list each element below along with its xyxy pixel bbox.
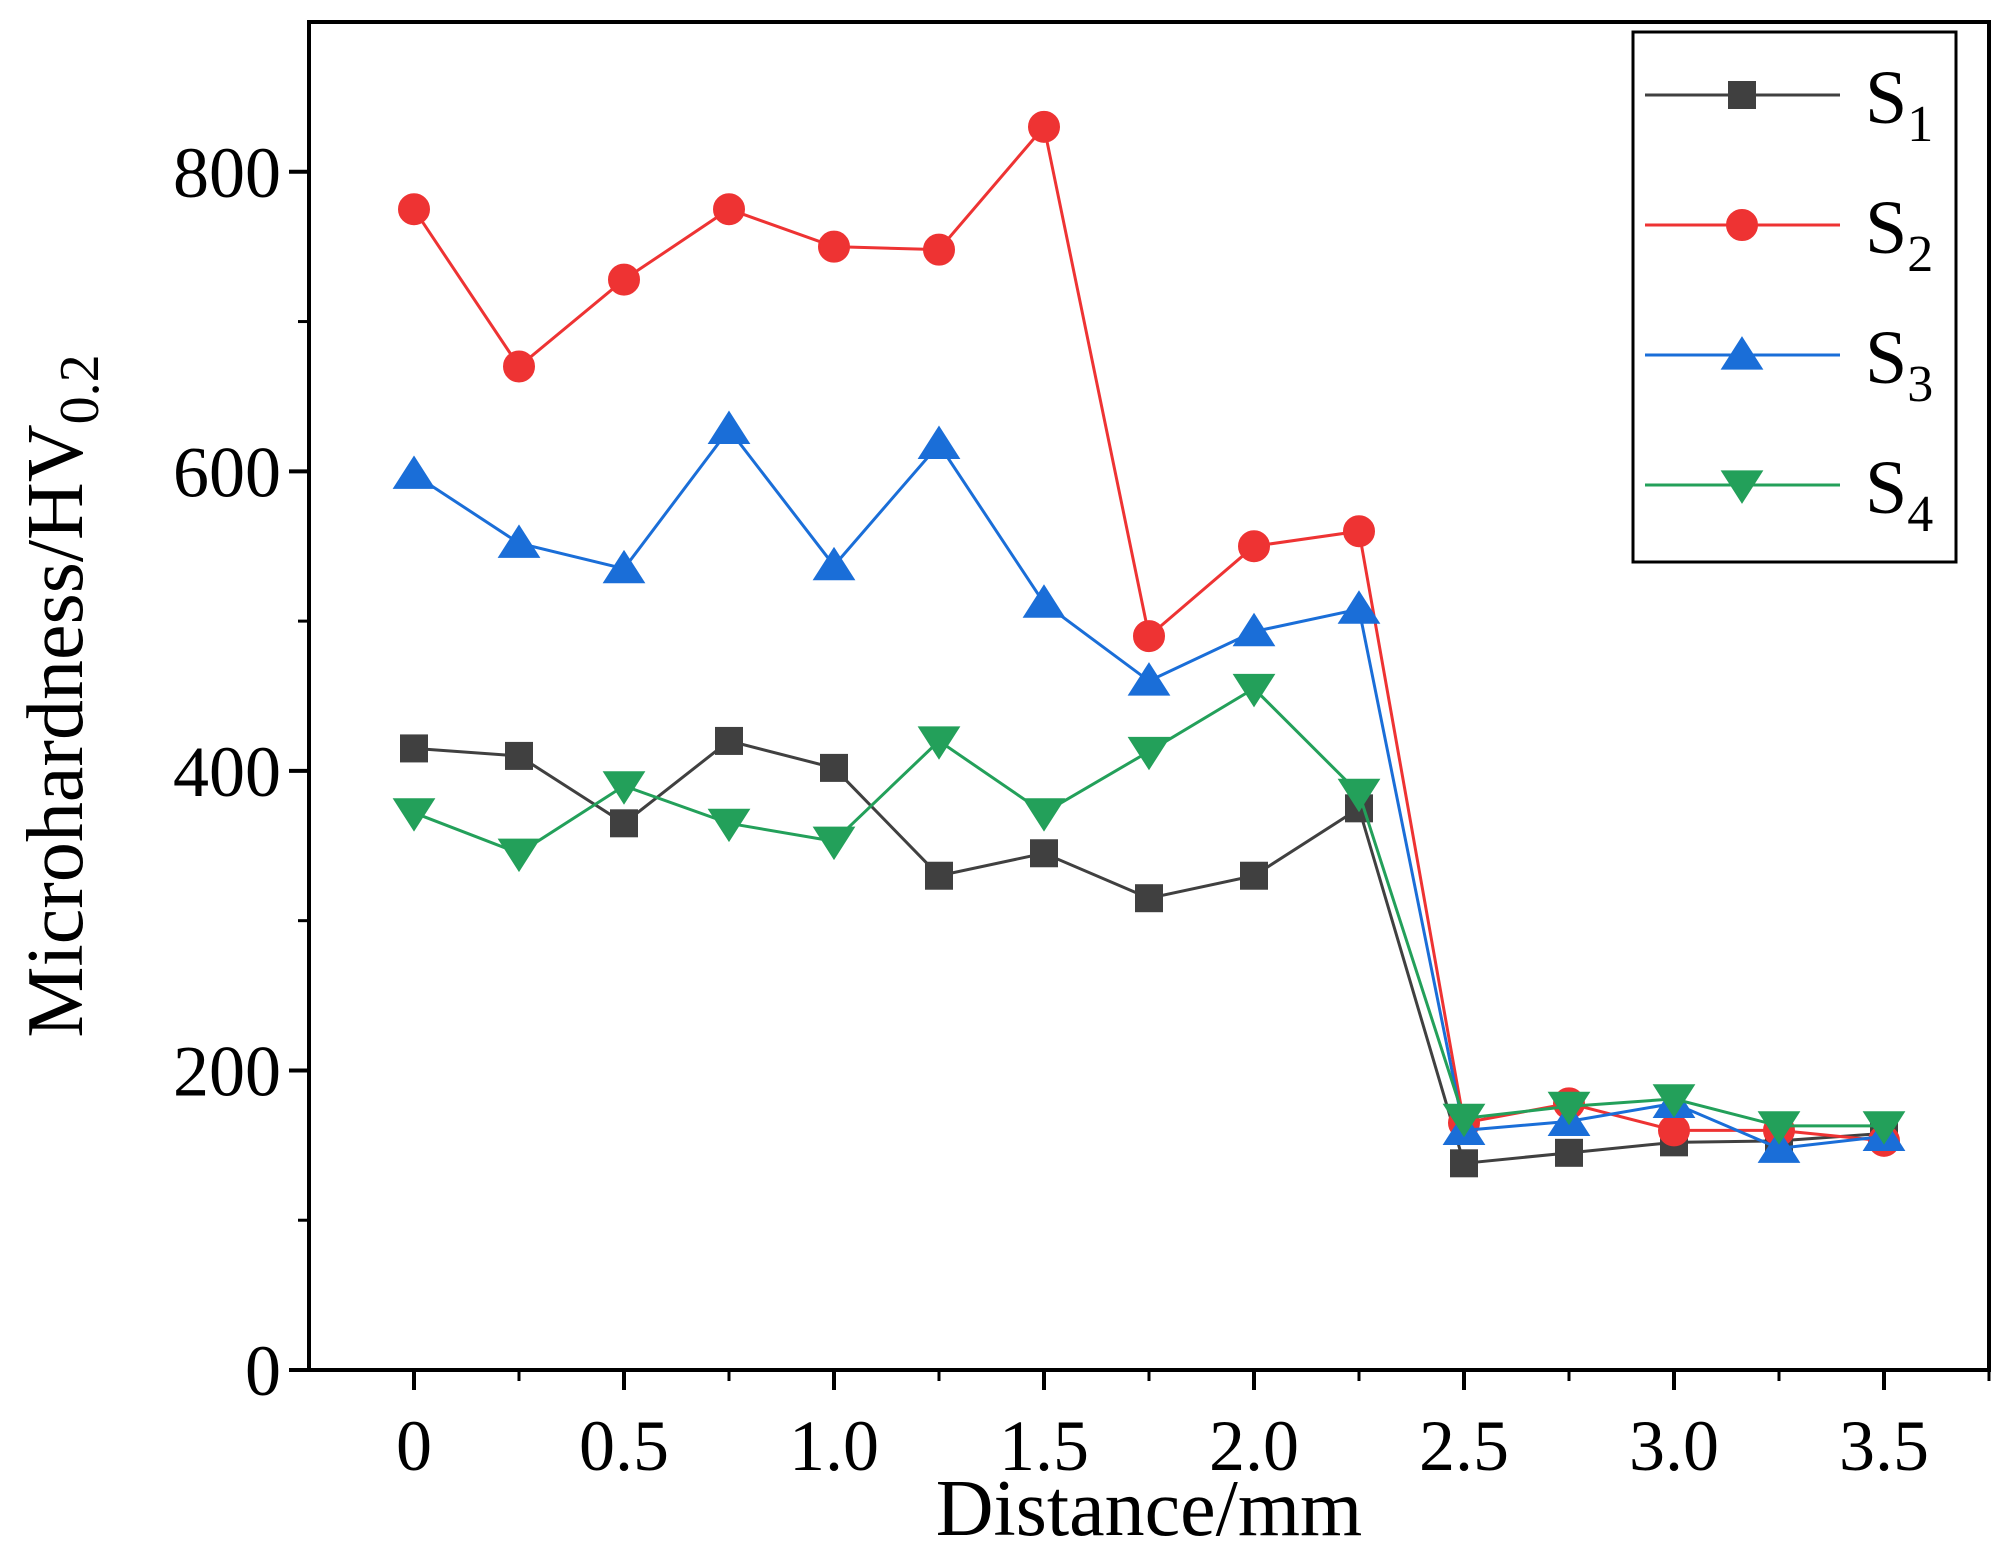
x-tick-label: 1.5	[999, 1406, 1089, 1486]
series-s4-point	[707, 808, 751, 843]
legend-label-main: S	[1865, 56, 1907, 140]
y-tick-label: 800	[173, 133, 281, 213]
y-axis: 0 200 400 600 800	[173, 133, 309, 1411]
series-s3-point	[1757, 1129, 1801, 1163]
series-s3-point	[497, 524, 541, 558]
y-tick-label: 400	[173, 732, 281, 812]
legend-marker	[1728, 81, 1756, 109]
legend-label: S2	[1865, 186, 1933, 283]
series-s3-point	[1232, 612, 1276, 647]
series-s4-point	[1547, 1091, 1591, 1126]
series-s4-point	[1127, 736, 1171, 771]
series-s1-point	[1555, 1138, 1583, 1167]
series-s4-point	[812, 826, 856, 861]
series-s4-point	[1022, 798, 1066, 832]
legend-item-s2: S2	[1645, 186, 1933, 283]
y-axis-title-subscript: 0.2	[49, 354, 111, 424]
series-s4-point	[917, 726, 961, 760]
y-axis-title: Microhardness/HV0.2	[12, 354, 111, 1037]
x-tick-label: 0.5	[579, 1406, 669, 1486]
series-s1-point	[400, 734, 428, 763]
series-s2-point	[1133, 620, 1165, 653]
x-tick-label: 3.0	[1629, 1406, 1719, 1486]
legend-label-subscript: 3	[1907, 356, 1933, 413]
series-s1-point	[610, 809, 638, 838]
series-s2-point	[923, 233, 955, 266]
series-s2-point	[818, 230, 850, 263]
series-s3-point	[917, 425, 961, 459]
legend-item-s3: S3	[1645, 316, 1933, 413]
series-s1-point	[1135, 884, 1163, 913]
legend-label-main: S	[1865, 186, 1907, 270]
series-s3-point	[1127, 662, 1171, 696]
series-s3-point	[1022, 584, 1066, 618]
legend-label-main: S	[1865, 316, 1907, 400]
series-s2-point	[1343, 515, 1375, 548]
series-s1-point	[505, 741, 533, 770]
series-s4-point	[1862, 1111, 1906, 1145]
legend-marker	[1726, 209, 1758, 241]
series-s4-point	[392, 798, 436, 832]
legend-marker	[1720, 470, 1764, 504]
series-s3-point	[1337, 590, 1381, 624]
series-s1	[400, 726, 1898, 1178]
series-layer	[392, 110, 1906, 1178]
series-s2-point	[608, 263, 640, 296]
legend-label: S4	[1865, 446, 1933, 543]
x-axis: 0 0.5 1.0 1.5 2.0 2.5 3.0 3.5	[396, 1370, 1991, 1486]
series-s4-point	[1757, 1111, 1801, 1145]
series-s4-point	[1337, 778, 1381, 813]
series-s4-point	[1652, 1084, 1696, 1118]
x-tick-label: 1.0	[789, 1406, 879, 1486]
legend-label-main: S	[1865, 446, 1907, 530]
series-s2-point	[1028, 110, 1060, 143]
series-s2-point	[1238, 530, 1270, 563]
series-s4-point	[1232, 673, 1276, 708]
legend-item-s1: S1	[1645, 56, 1933, 153]
series-s3-point	[812, 546, 856, 581]
legend-label: S1	[1865, 56, 1933, 153]
series-s2-point	[1658, 1114, 1690, 1147]
series-s4-point	[602, 771, 646, 805]
legend-label-subscript: 1	[1907, 96, 1933, 153]
legend-marker	[1720, 336, 1764, 370]
series-s2-point	[503, 350, 535, 383]
legend-label-subscript: 2	[1907, 226, 1933, 283]
series-s4-point	[497, 838, 541, 873]
series-s4-point	[1442, 1103, 1486, 1138]
x-tick-label: 2.5	[1419, 1406, 1509, 1486]
legend-item-s4: S4	[1645, 446, 1933, 543]
series-s2-point	[713, 193, 745, 226]
series-s2-point	[398, 193, 430, 226]
x-tick-label: 3.5	[1839, 1406, 1929, 1486]
series-s1-point	[925, 861, 953, 890]
series-s1-point	[1450, 1149, 1478, 1178]
series-s3-point	[707, 410, 751, 444]
y-tick-label: 600	[173, 432, 281, 512]
legend-label: S3	[1865, 316, 1933, 413]
y-tick-label: 200	[173, 1031, 281, 1111]
series-s1-point	[1030, 839, 1058, 868]
series-s4	[392, 673, 1906, 1145]
x-tick-label: 0	[396, 1406, 432, 1486]
x-tick-label: 2.0	[1209, 1406, 1299, 1486]
series-s1-point	[1240, 861, 1268, 890]
series-s1-point	[715, 726, 743, 755]
series-s3-point	[392, 455, 436, 489]
y-tick-label: 0	[245, 1331, 281, 1411]
series-s3-point	[602, 549, 646, 584]
series-s1-point	[820, 753, 848, 782]
x-axis-title: Distance/mm	[936, 1465, 1363, 1549]
legend-label-subscript: 4	[1907, 486, 1933, 543]
legend-box	[1631, 30, 1958, 564]
y-axis-title-main: Microhardness/HV	[12, 424, 100, 1037]
